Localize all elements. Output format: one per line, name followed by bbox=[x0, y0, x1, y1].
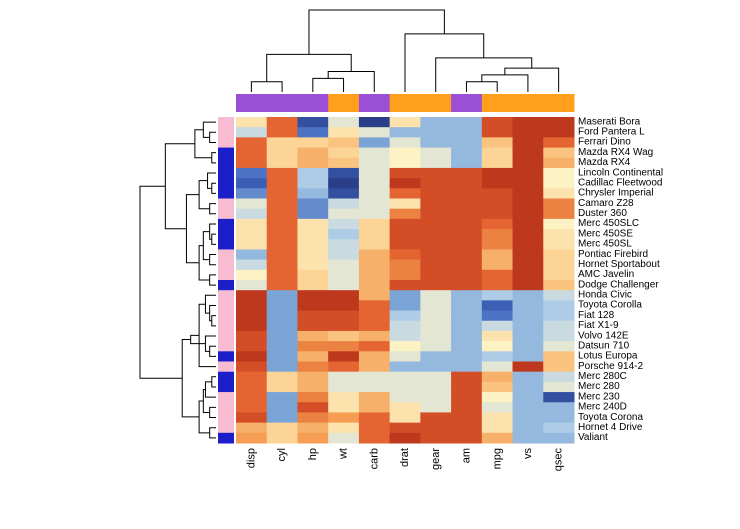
heatmap-chart: Maserati BoraFord Pantera LFerrari DinoM… bbox=[0, 0, 740, 529]
column-label: carb bbox=[368, 448, 380, 469]
column-annotation bbox=[236, 94, 575, 112]
column-label: hp bbox=[307, 448, 319, 460]
column-label: vs bbox=[522, 448, 534, 460]
column-label: disp bbox=[245, 448, 257, 468]
column-label: cyl bbox=[276, 448, 288, 461]
column-label: gear bbox=[430, 448, 442, 470]
column-label: mpg bbox=[491, 448, 503, 469]
column-label: wt bbox=[338, 448, 350, 460]
heatmap-cells bbox=[236, 117, 575, 444]
column-label: drat bbox=[399, 448, 411, 467]
column-label: qsec bbox=[553, 448, 565, 472]
row-label: Valiant bbox=[578, 432, 608, 443]
chart-svg: Maserati BoraFord Pantera LFerrari DinoM… bbox=[0, 0, 740, 529]
column-label: am bbox=[461, 448, 473, 463]
row-annotation bbox=[218, 117, 234, 444]
